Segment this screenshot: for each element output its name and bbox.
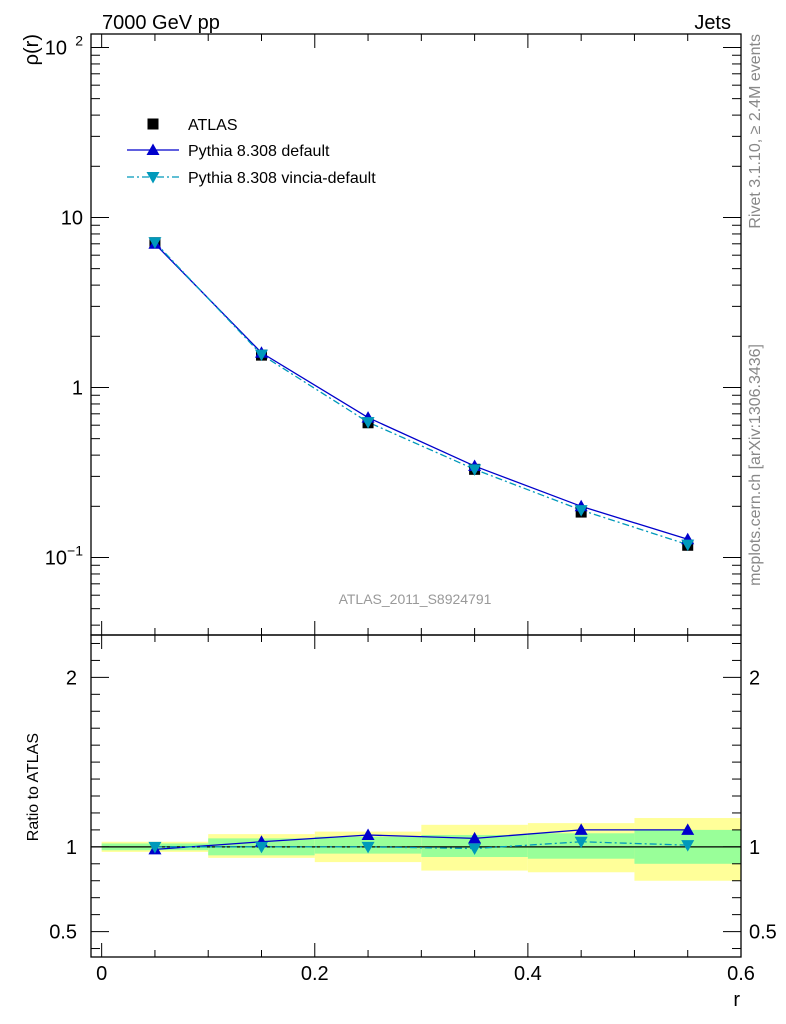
- y-tick-label-lower: 1: [66, 837, 77, 859]
- y-tick-label-upper-exp: 2: [75, 32, 83, 48]
- point-vincia: [254, 349, 268, 362]
- ratio-point-vincia: [574, 836, 588, 849]
- ratio-point-vincia: [254, 841, 268, 854]
- lower-y-axis-label: Ratio to ATLAS: [25, 733, 42, 841]
- y-tick-label-lower: 0.5: [49, 922, 77, 944]
- y-tick-label-upper: 1: [72, 377, 83, 399]
- upper-y-axis-label: ρ(r): [21, 34, 43, 65]
- line-default: [154, 243, 688, 540]
- point-vincia: [148, 237, 162, 249]
- y-tick-label-lower-right: 2: [749, 667, 760, 689]
- line-vincia: [154, 241, 688, 546]
- x-tick-label: 0.6: [727, 963, 755, 985]
- lower-frame: [90, 634, 742, 958]
- y-tick-label-upper: 10: [61, 207, 83, 229]
- side-text-top: Rivet 3.1.10, ≥ 2.4M events: [747, 34, 764, 229]
- uncertainty-bands: [101, 818, 741, 881]
- legend-label: ATLAS: [188, 117, 238, 134]
- ratio-line-vincia: [154, 841, 688, 850]
- legend-marker-atlas: [147, 118, 159, 130]
- ratio-point-default: [681, 823, 695, 835]
- legend: ATLAS Pythia 8.308 default Pythia 8.308 vi…: [127, 117, 376, 187]
- legend-label: Pythia 8.308 default: [188, 143, 330, 160]
- y-tick-label-upper: 10: [45, 547, 67, 569]
- ratio-point-vincia: [468, 843, 482, 856]
- ratio-point-vincia: [681, 840, 695, 852]
- header-left: 7000 GeV pp: [102, 12, 220, 34]
- y-tick-label-lower-right: 0.5: [749, 922, 777, 944]
- x-tick-label: 0: [96, 963, 107, 985]
- ratio-point-vincia: [361, 841, 375, 854]
- side-text-bottom: mcplots.cern.ch [arXiv:1306.3436]: [747, 344, 764, 586]
- point-vincia: [361, 417, 375, 429]
- legend-marker-vincia: [146, 172, 160, 184]
- point-vincia: [681, 539, 695, 552]
- y-tick-label-lower: 2: [66, 667, 77, 689]
- point-vincia: [574, 505, 588, 517]
- x-axis-label: r: [733, 989, 740, 1011]
- point-vincia: [468, 464, 482, 476]
- legend-label: Pythia 8.308 vincia-default: [188, 170, 376, 187]
- y-tick-label-upper-exp: −1: [67, 542, 83, 558]
- x-tick-label: 0.4: [514, 963, 542, 985]
- ratio-point-vincia: [148, 841, 162, 854]
- header-right: Jets: [694, 12, 731, 34]
- ratio-line-default: [154, 829, 688, 851]
- y-tick-label-lower-right: 1: [749, 837, 760, 859]
- ratio-point-default: [361, 828, 375, 840]
- analysis-watermark: ATLAS_2011_S8924791: [339, 591, 492, 607]
- x-tick-label: 0.2: [301, 963, 329, 985]
- ratio-point-default: [468, 831, 482, 844]
- y-tick-label-upper: 10: [45, 37, 67, 59]
- ratio-point-default: [574, 823, 588, 835]
- legend-marker-default: [146, 143, 160, 155]
- lower-panel: 0 0.2 0.4 0.6 0.5 0.5 1 1 2 2: [49, 634, 777, 985]
